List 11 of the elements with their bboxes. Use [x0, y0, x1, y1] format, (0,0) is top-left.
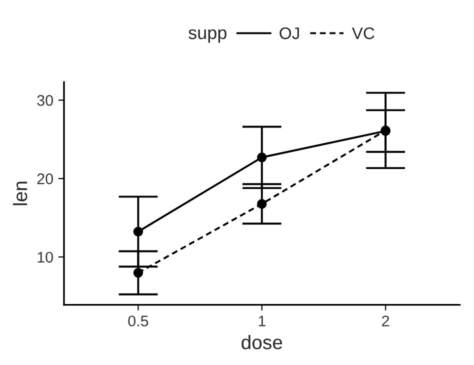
y-tick-label: 10 [38, 252, 53, 263]
y-tick-label: 30 [37, 95, 53, 106]
y-tick-label: 20 [37, 173, 53, 184]
legend-title: supp [188, 29, 226, 43]
legend-label: VC [352, 27, 374, 40]
x-tick-label: 0.5 [128, 316, 148, 326]
x-tick-label: 2 [382, 316, 390, 326]
x-axis-title: dose [242, 334, 282, 350]
legend-label: OJ [280, 27, 299, 40]
x-tick-label: 1 [258, 316, 266, 326]
y-axis-title: len [12, 182, 28, 206]
